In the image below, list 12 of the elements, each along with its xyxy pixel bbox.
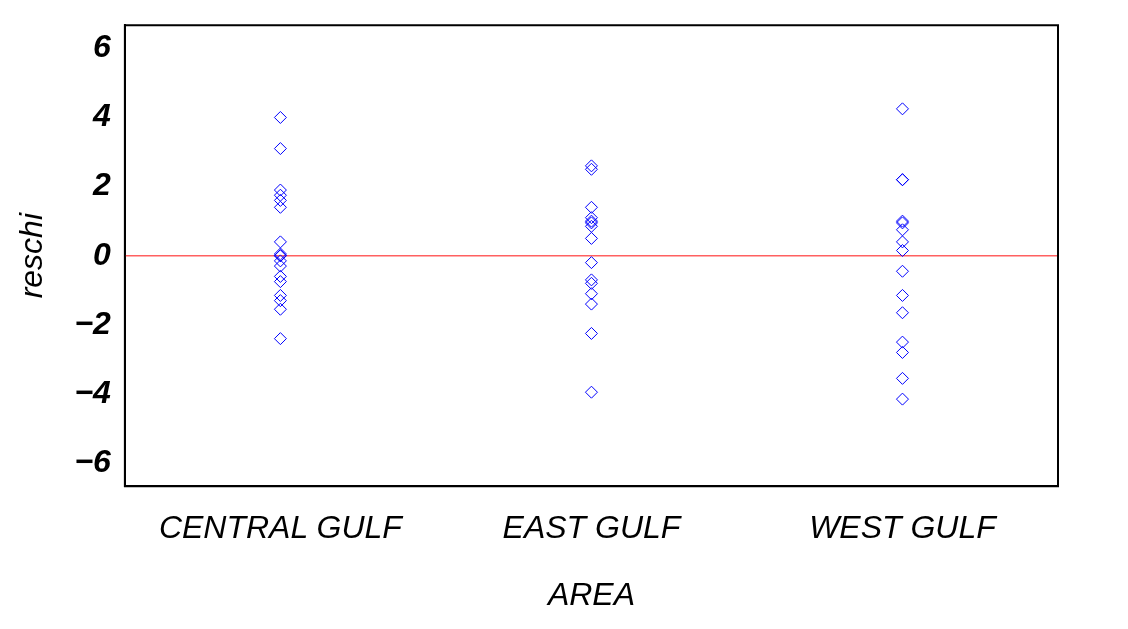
y-tick-label: −2 (74, 304, 112, 341)
y-tick-label: 4 (92, 97, 112, 134)
x-tick-label: EAST GULF (502, 509, 683, 546)
y-axis-title: reschi (13, 212, 50, 299)
y-tick-label: 2 (92, 166, 112, 203)
x-tick-label: WEST GULF (809, 509, 999, 546)
x-tick-label: CENTRAL GULF (158, 509, 405, 546)
x-axis-title: AREA (545, 575, 636, 612)
y-tick-label: −6 (74, 442, 112, 479)
y-tick-label: −4 (74, 373, 112, 410)
y-tick-label: 6 (93, 28, 112, 65)
y-tick-label: 0 (93, 235, 112, 272)
